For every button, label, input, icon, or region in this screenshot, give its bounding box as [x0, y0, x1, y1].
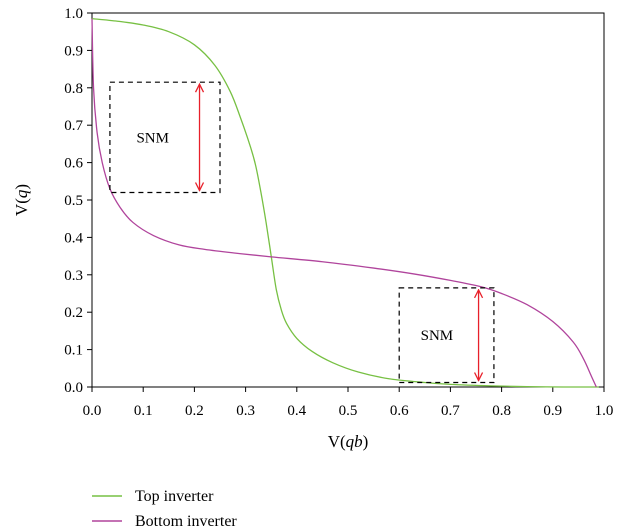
y-axis-label: V(q) [12, 184, 31, 216]
snm-label: SNM [421, 328, 454, 344]
x-tick-label: 0.5 [339, 403, 358, 419]
annotation-layer: SNM SNM [109, 81, 495, 384]
series-line-bottom-inverter [91, 18, 597, 388]
series-layer [91, 17, 599, 388]
y-tick-label: 0.1 [64, 343, 83, 359]
y-axis-ticks: 0.0 0.1 0.2 0.3 0.4 0.5 0.6 0.7 0.8 0.9 1.0 [64, 6, 92, 396]
snm-label: SNM [136, 130, 169, 146]
x-tick-label: 0.6 [390, 403, 409, 419]
y-tick-label: 0.9 [64, 43, 83, 59]
y-tick-label: 0.4 [64, 230, 83, 246]
y-tick-label: 0.2 [64, 305, 83, 321]
legend-item: Top inverter [92, 488, 214, 505]
x-tick-label: 0.3 [236, 403, 255, 419]
snm-box [109, 81, 221, 194]
snm-annotation: SNM [109, 81, 221, 194]
x-tick-label: 0.4 [287, 403, 306, 419]
x-tick-label: 0.1 [134, 403, 153, 419]
legend-item: Bottom inverter [92, 513, 237, 530]
y-tick-label: 0.8 [64, 81, 83, 97]
y-tick-label: 0.6 [64, 156, 83, 172]
x-axis-ticks: 0.0 0.1 0.2 0.3 0.4 0.5 0.6 0.7 0.8 0.9 1.0 [83, 387, 614, 419]
legend: Top inverter Bottom inverter [92, 488, 237, 530]
y-tick-label: 0.3 [64, 268, 83, 284]
series-line-top-inverter [91, 17, 599, 388]
x-tick-label: 0.2 [185, 403, 204, 419]
plot-frame [91, 12, 605, 388]
x-tick-label: 0.8 [492, 403, 511, 419]
plot-area [91, 12, 605, 388]
x-tick-label: 1.0 [595, 403, 614, 419]
x-axis-label: V(qb) [328, 432, 369, 451]
snm-box [398, 287, 495, 384]
legend-label: Top inverter [135, 488, 214, 505]
y-tick-label: 0.7 [64, 118, 83, 134]
snm-annotation: SNM [398, 287, 495, 384]
legend-label: Bottom inverter [135, 513, 237, 530]
y-tick-label: 0.0 [64, 380, 83, 396]
x-tick-label: 0.9 [543, 403, 562, 419]
x-tick-label: 0.0 [83, 403, 102, 419]
y-tick-label: 1.0 [64, 6, 83, 22]
x-tick-label: 0.7 [441, 403, 460, 419]
y-tick-label: 0.5 [64, 193, 83, 209]
